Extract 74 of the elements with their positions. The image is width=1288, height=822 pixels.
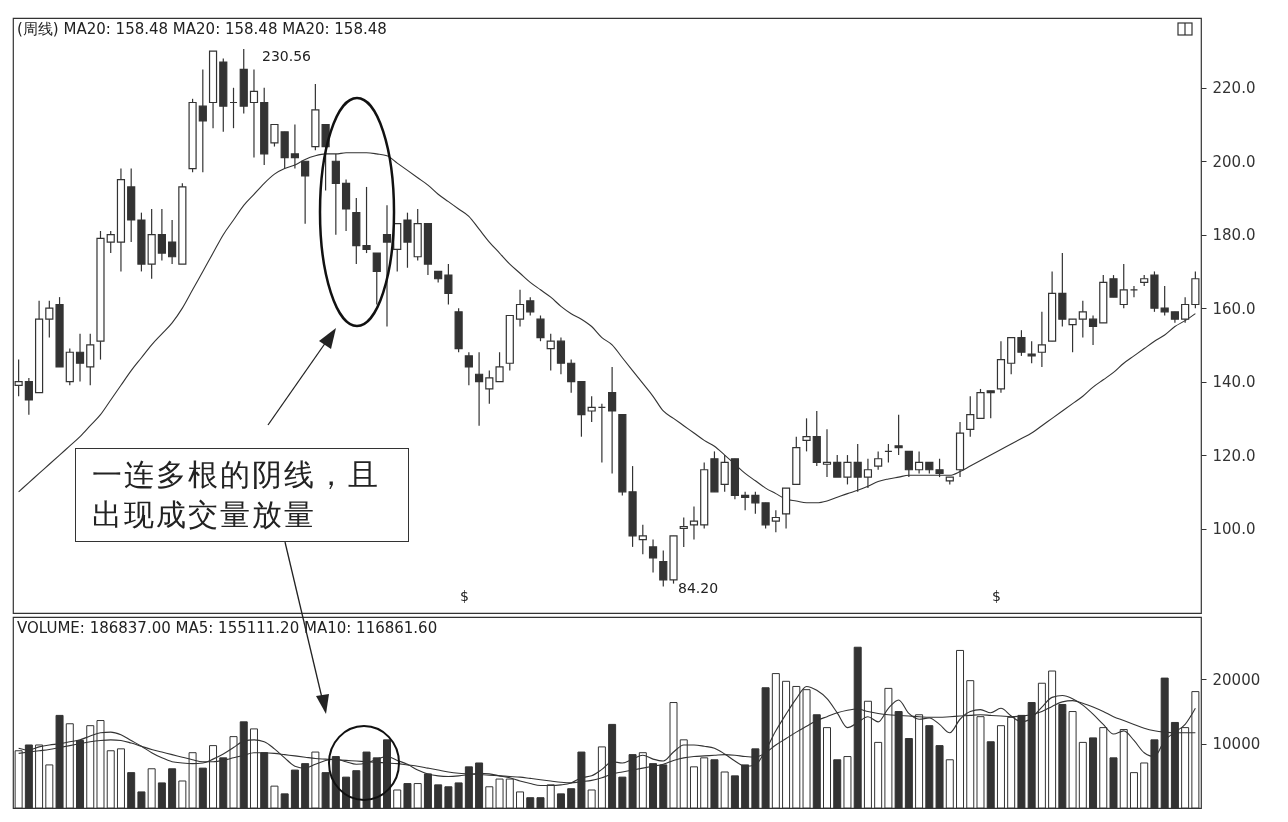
candlestick <box>853 443 862 493</box>
y-tick-label: 100.0 <box>1212 520 1256 539</box>
candlestick <box>444 263 453 306</box>
chart-title: (周线) MA20: 158.48 MA20: 158.48 MA20: 158.48 <box>17 20 387 38</box>
candlestick <box>1119 263 1128 309</box>
candlestick <box>464 351 473 386</box>
candlestick <box>863 458 873 489</box>
candlestick <box>86 333 95 386</box>
y-tick-label: 120.0 <box>1212 446 1256 465</box>
candlestick <box>914 450 924 475</box>
y-tick-label: 220.0 <box>1212 79 1256 98</box>
candlestick <box>106 230 115 254</box>
annotation: 230.56 <box>262 48 311 64</box>
candlestick <box>382 204 392 328</box>
candlestick <box>608 366 617 475</box>
candlestick <box>659 549 668 588</box>
candlestick <box>843 454 852 486</box>
candlestick <box>526 296 535 317</box>
candlestick <box>546 333 555 372</box>
candlestick <box>1078 300 1087 339</box>
candlestick <box>1017 329 1026 357</box>
candlestick <box>587 395 596 423</box>
candlestick <box>495 351 504 383</box>
candlestick <box>362 186 371 254</box>
candlestick <box>536 314 545 342</box>
candlestick <box>638 524 647 555</box>
candlestick <box>24 377 33 416</box>
candlestick <box>1037 311 1046 368</box>
candlestick <box>168 219 177 265</box>
candlestick <box>894 414 903 456</box>
candlestick <box>741 491 750 511</box>
y-tick-label: 140.0 <box>1212 373 1256 392</box>
candlestick <box>474 351 484 427</box>
candlestick <box>75 333 85 383</box>
candlestick <box>1109 274 1118 298</box>
candlestick <box>198 68 207 173</box>
candlestick <box>822 428 832 478</box>
candlestick <box>720 454 729 493</box>
candlestick <box>403 212 412 269</box>
y-tick-label: 180.0 <box>1212 226 1256 245</box>
candlestick <box>1068 318 1077 353</box>
annotation: $ <box>992 588 1001 604</box>
candlestick <box>45 300 54 339</box>
candlestick <box>372 252 381 306</box>
chart-title: VOLUME: 186837.00 MA5: 155111.20 MA10: 116861.60 <box>17 619 438 637</box>
annotation: $ <box>460 588 469 604</box>
y-tick-label: 160.0 <box>1212 299 1256 318</box>
candlestick <box>515 289 525 328</box>
candlestick <box>679 516 688 548</box>
candlestick <box>249 68 259 159</box>
candlestick <box>270 123 279 148</box>
y-tick-label: 200.0 <box>1212 152 1256 171</box>
candlestick <box>833 454 842 478</box>
candlestick <box>301 160 310 225</box>
candlestick <box>802 417 811 452</box>
candlestick <box>1181 296 1190 324</box>
candlestick <box>556 336 566 375</box>
candlestick <box>567 358 576 394</box>
candlestick <box>689 505 699 541</box>
candlestick <box>904 450 913 478</box>
annotation: 84.20 <box>678 580 719 596</box>
candlestick <box>1027 340 1036 364</box>
y-tick-label: 20000 <box>1212 670 1261 689</box>
candlestick <box>771 509 780 533</box>
candlestick <box>485 369 494 405</box>
y-tick-label: 10000 <box>1212 735 1261 754</box>
candlestick <box>935 458 944 478</box>
candlestick <box>986 390 995 419</box>
candlestick <box>966 395 975 438</box>
annotation: 一连多根的阴线，且出现成交量放量 <box>75 448 409 542</box>
candlestick <box>1088 314 1098 346</box>
candlestick <box>157 208 166 262</box>
candlestick <box>874 450 883 471</box>
candlestick <box>648 538 658 574</box>
